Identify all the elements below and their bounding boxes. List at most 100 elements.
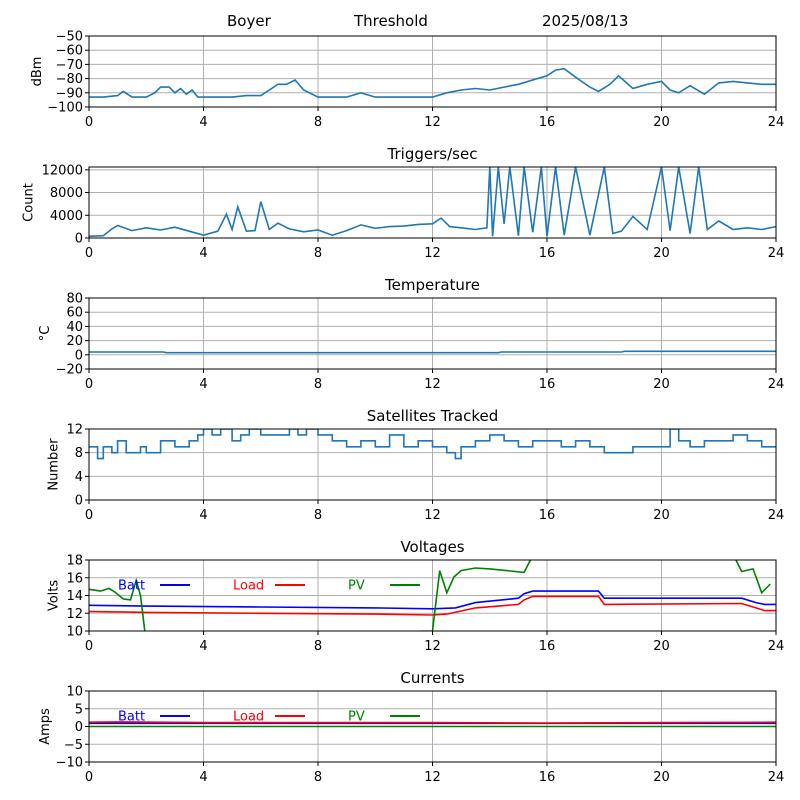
panel-1: 0 4 8 12 16 20 24 −100−90−80−70−60−50 dBm (30, 30, 784, 131)
x-tick-label: 0 (85, 508, 93, 523)
y-axis-label: °C (38, 326, 53, 342)
x-tick-label: 16 (539, 377, 556, 392)
y-tick-label: 40 (66, 320, 83, 335)
y-tick-label: −60 (56, 44, 83, 59)
x-tick-label: 12 (424, 115, 441, 130)
y-tick-label: 0 (75, 232, 83, 247)
legend-label-load: Load (233, 710, 264, 725)
series-line-1 (89, 167, 776, 238)
panel-5: 0 4 8 12 16 20 24 10 12 14 16 18 Voltages Volts Batt Lo… (46, 538, 784, 654)
y-axis-label: dBm (30, 57, 45, 87)
x-tick-label: 8 (314, 115, 322, 130)
chart-title: Voltages (400, 538, 464, 556)
series-line-load (89, 595, 776, 616)
x-tick-label: 8 (314, 246, 322, 261)
x-tick-label: 24 (768, 377, 785, 392)
x-tick-label: 4 (199, 639, 207, 654)
y-tick-label: 5 (75, 702, 83, 717)
x-tick-label: 12 (424, 508, 441, 523)
y-axis-label: Count (22, 183, 37, 222)
x-tick-label: 24 (768, 639, 785, 654)
chart-title: Triggers/sec (387, 145, 478, 163)
y-tick-label: −20 (56, 363, 83, 378)
series-line-batt (89, 590, 776, 610)
x-tick-label: 4 (199, 770, 207, 785)
x-tick-label: 0 (85, 377, 93, 392)
x-tick-label: 16 (539, 115, 556, 130)
y-tick-label: 60 (66, 306, 83, 321)
station-name: Boyer (227, 12, 271, 30)
x-tick-label: 24 (768, 770, 785, 785)
x-tick-label: 12 (424, 246, 441, 261)
y-tick-label: 10 (66, 625, 83, 640)
x-tick-label: 20 (653, 508, 670, 523)
y-tick-label: −50 (56, 30, 83, 45)
legend-label-batt: Batt (118, 579, 145, 594)
y-tick-label: 0 (75, 348, 83, 363)
y-tick-label: 16 (66, 571, 83, 586)
series-line-pv (89, 560, 771, 631)
y-tick-label: 10 (66, 685, 83, 700)
record-date: 2025/08/13 (542, 12, 629, 30)
x-tick-label: 12 (424, 377, 441, 392)
legend-label-batt: Batt (118, 710, 145, 725)
x-tick-label: 16 (539, 246, 556, 261)
y-axis-label: Amps (38, 708, 53, 745)
x-tick-label: 20 (653, 639, 670, 654)
x-tick-label: 16 (539, 508, 556, 523)
y-tick-label: 18 (66, 554, 83, 569)
panel-4: 0 4 8 12 16 20 24 0 4 8 12 Satellites Tracked Number (46, 407, 784, 523)
y-tick-label: −10 (56, 756, 83, 771)
y-tick-label: −70 (56, 58, 83, 73)
chart-title: Temperature (384, 276, 480, 294)
y-tick-label: 20 (66, 334, 83, 349)
x-tick-label: 0 (85, 639, 93, 654)
y-axis-label: Volts (46, 580, 61, 612)
y-tick-label: −80 (56, 72, 83, 87)
series-line-1 (89, 429, 776, 460)
legend-label-load: Load (233, 579, 264, 594)
x-tick-label: 24 (768, 508, 785, 523)
trigger-mode: Threshold (354, 12, 428, 30)
y-axis-label: Number (46, 438, 61, 491)
x-tick-label: 4 (199, 246, 207, 261)
x-tick-label: 24 (768, 115, 785, 130)
x-tick-label: 20 (653, 770, 670, 785)
y-tick-label: 8 (75, 446, 83, 461)
y-tick-label: 0 (75, 720, 83, 735)
x-tick-label: 16 (539, 639, 556, 654)
x-tick-label: 8 (314, 639, 322, 654)
figure-header: Boyer Threshold 2025/08/13 (0, 8, 800, 34)
y-tick-label: 0 (75, 494, 83, 509)
y-tick-label: 4 (75, 470, 83, 485)
x-tick-label: 0 (85, 115, 93, 130)
x-tick-label: 0 (85, 770, 93, 785)
series-line-load (89, 721, 776, 724)
y-tick-label: 4000 (50, 209, 83, 224)
legend-label-pv: PV (348, 710, 365, 725)
x-tick-label: 8 (314, 770, 322, 785)
y-tick-label: −100 (47, 101, 83, 116)
x-tick-label: 4 (199, 508, 207, 523)
panel-2: 0 4 8 12 16 20 24 0 4000 8000 12000 Triggers/sec Cou… (22, 145, 785, 261)
x-tick-label: 20 (653, 377, 670, 392)
y-tick-label: −5 (64, 738, 83, 753)
y-tick-label: 14 (66, 589, 83, 604)
x-tick-label: 20 (653, 115, 670, 130)
y-tick-label: 12 (66, 423, 83, 438)
chart-title: Satellites Tracked (367, 407, 498, 425)
y-tick-label: 8000 (50, 186, 83, 201)
x-tick-label: 24 (768, 246, 785, 261)
x-tick-label: 16 (539, 770, 556, 785)
panel-6: 0 4 8 12 16 20 24 −10 −5 0 5 10 Currents Amps Batt Load… (38, 669, 784, 785)
y-tick-label: 12000 (42, 163, 83, 178)
legend-label-pv: PV (348, 579, 365, 594)
x-tick-label: 20 (653, 246, 670, 261)
chart-title: Currents (400, 669, 464, 687)
x-tick-label: 4 (199, 115, 207, 130)
series-line-1 (89, 67, 776, 98)
y-tick-label: −90 (56, 86, 83, 101)
y-tick-label: 80 (66, 292, 83, 307)
